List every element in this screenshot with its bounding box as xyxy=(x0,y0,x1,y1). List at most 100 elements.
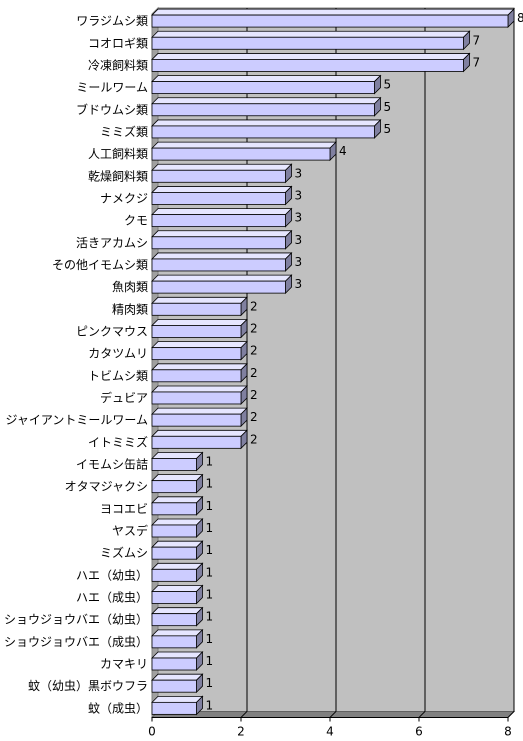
gridline-floor xyxy=(418,711,426,718)
bar-top xyxy=(151,163,293,171)
bar-top xyxy=(151,141,337,149)
bar-front xyxy=(151,59,464,72)
value-label: 1 xyxy=(206,477,214,491)
value-label: 3 xyxy=(295,188,303,202)
category-label: イモムシ缶詰 xyxy=(76,456,148,471)
bar-top xyxy=(151,562,204,570)
bar-front xyxy=(151,236,286,250)
bar-top xyxy=(151,673,204,681)
category-label: ミズムシ xyxy=(100,545,148,560)
bar-front xyxy=(151,546,197,560)
bar-top xyxy=(151,319,248,326)
bar-top xyxy=(151,296,248,304)
bar-front xyxy=(151,258,286,272)
value-label: 2 xyxy=(250,410,258,424)
bar-top xyxy=(151,452,204,459)
category-label: ヤスデ xyxy=(112,523,148,538)
bar-front xyxy=(151,325,242,338)
category-label: ピンクマウス xyxy=(76,324,148,338)
bar-front xyxy=(151,147,331,161)
value-label: 1 xyxy=(206,499,214,513)
category-label: 活きアカムシ xyxy=(76,236,148,250)
gridline-floor xyxy=(507,711,515,718)
bar-top xyxy=(151,75,382,82)
value-label: 2 xyxy=(250,321,258,335)
category-label: ブドウムシ類 xyxy=(76,102,148,117)
category-label: 精肉類 xyxy=(112,302,148,316)
bar xyxy=(151,74,382,95)
bar-top xyxy=(151,496,204,504)
bar-top xyxy=(151,186,293,193)
value-label: 3 xyxy=(295,166,303,180)
bar-front xyxy=(151,613,197,627)
bar-front xyxy=(151,14,509,28)
category-label: オタマジャクシ xyxy=(65,480,148,494)
bar-front xyxy=(151,568,197,582)
bar-front xyxy=(151,391,242,405)
bar-front xyxy=(151,347,242,361)
bar-front xyxy=(151,701,197,715)
category-label: 人工飼料類 xyxy=(88,146,148,161)
x-tick-label: 4 xyxy=(326,724,334,738)
bar xyxy=(151,30,471,51)
value-label: 1 xyxy=(206,565,214,579)
bar-front xyxy=(151,103,375,117)
bar-top xyxy=(151,230,293,238)
bar-top xyxy=(151,97,382,105)
x-axis: 0 2 4 6 8 xyxy=(148,716,512,738)
category-label: カマキリ xyxy=(100,657,148,671)
value-label: 1 xyxy=(206,676,214,690)
value-label: 1 xyxy=(206,610,214,624)
value-label: 3 xyxy=(295,211,303,225)
bar-top xyxy=(151,629,204,637)
x-tick-label: 0 xyxy=(148,724,156,738)
bar-front xyxy=(151,413,242,427)
bar xyxy=(151,451,204,472)
bar-front xyxy=(151,524,197,538)
bar xyxy=(151,251,293,272)
bar-top xyxy=(151,53,471,60)
category-label: トビムシ類 xyxy=(88,369,148,383)
bar xyxy=(151,185,293,206)
bar xyxy=(151,118,382,139)
bar-top xyxy=(151,429,248,437)
bar xyxy=(151,96,382,117)
category-label: クモ xyxy=(124,214,148,228)
gridline-floor xyxy=(240,711,248,718)
bar xyxy=(151,362,248,383)
value-label: 5 xyxy=(384,100,392,114)
value-labels: 8 7 7 5 5 5 4 3 3 3 3 3 3 2 2 2 2 2 2 2 1 1 1 1 1 1 1 1 1 1 1 1 xyxy=(206,11,523,712)
category-label: ショウジョウバエ（幼虫） xyxy=(4,613,148,627)
value-label: 1 xyxy=(206,654,214,668)
value-label: 2 xyxy=(250,299,258,313)
category-label: 蚊（幼虫）黒ボウフラ xyxy=(28,678,148,693)
bar-front xyxy=(151,280,286,294)
bar-top xyxy=(151,607,204,615)
bar xyxy=(151,207,293,228)
bar xyxy=(151,318,248,339)
bar-front xyxy=(151,192,286,205)
value-label: 1 xyxy=(206,543,214,557)
bar-top xyxy=(151,407,248,415)
bar xyxy=(151,429,248,450)
bar xyxy=(151,141,337,162)
category-label: 蚊（成虫） xyxy=(88,700,148,715)
value-label: 8 xyxy=(517,11,523,25)
category-label: ヨコエビ xyxy=(100,502,148,516)
bar-front xyxy=(151,214,286,228)
bar-top xyxy=(151,208,293,216)
x-tick-label: 8 xyxy=(504,724,512,738)
bar-front xyxy=(151,657,197,671)
bar-top xyxy=(151,274,293,282)
bar-front xyxy=(151,591,197,604)
category-label: ジャイアントミールワーム xyxy=(5,413,148,427)
category-label: 乾燥飼料類 xyxy=(88,168,148,183)
bar-front xyxy=(151,302,242,316)
category-label: ミミズ類 xyxy=(100,124,148,139)
bar xyxy=(151,518,204,538)
bar-top xyxy=(151,695,204,703)
value-label: 3 xyxy=(295,255,303,269)
bar-top xyxy=(151,8,515,16)
bar xyxy=(151,584,204,605)
bar-front xyxy=(151,679,197,693)
